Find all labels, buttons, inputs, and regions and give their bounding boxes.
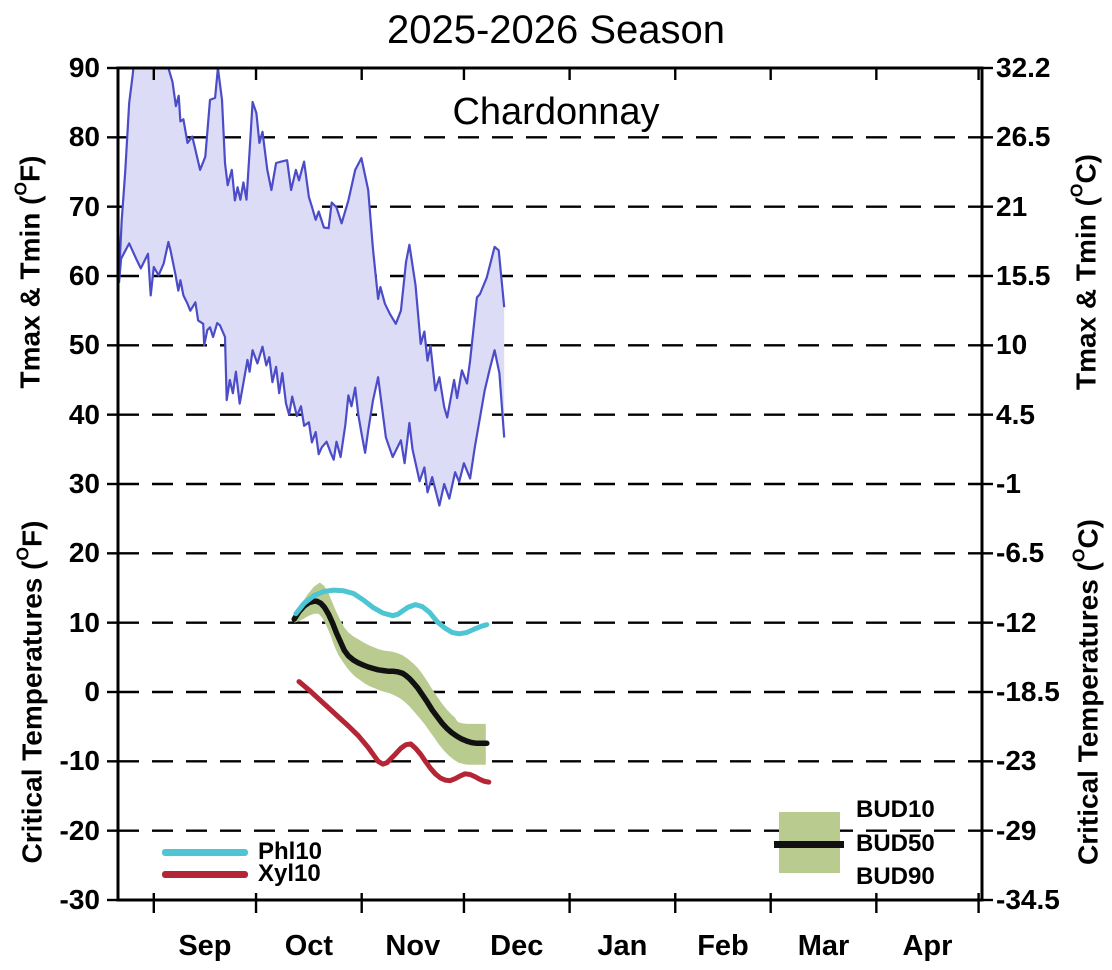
y-tick-label-f-40: 40 (68, 398, 100, 430)
chart-title: 2025-2026 Season (386, 8, 726, 52)
y-tick-label-c-32.2: 32.2 (996, 52, 1051, 83)
y-tick-label-c--34.5: -34.5 (996, 884, 1060, 915)
right-axis-title-critical-temps-c: Critical Temperatures (OC) (1068, 519, 1104, 865)
y-tick-label-f-20: 20 (68, 537, 100, 569)
variety-subtitle: Chardonnay (452, 91, 660, 133)
bud50-legend-label: BUD50 (856, 830, 935, 857)
month-label-feb: Feb (697, 930, 749, 962)
right-axis-title-tmax-tmin-c: Tmax & Tmin (OC) (1066, 154, 1102, 390)
y-tick-label-f--20: -20 (59, 814, 100, 846)
y-tick-label-c-15.5: 15.5 (996, 260, 1051, 291)
bud50-line (291, 598, 490, 747)
y-tick-label-f--10: -10 (59, 745, 100, 777)
phl10-legend-line (162, 849, 248, 856)
y-tick-label-c--18.5: -18.5 (996, 676, 1060, 707)
phl10-legend-label: Phl10 (258, 838, 323, 865)
month-label-oct: Oct (284, 930, 334, 962)
month-label-sep: Sep (178, 930, 232, 962)
xyl10-legend-label: Xyl10 (258, 860, 321, 887)
y-tick-label-c--1: -1 (996, 468, 1021, 499)
y-tick-label-c-26.5: 26.5 (996, 121, 1051, 153)
y-tick-label-c--12: -12 (996, 606, 1037, 638)
y-tick-label-f-10: 10 (68, 606, 100, 638)
month-label-nov: Nov (385, 930, 441, 962)
y-tick-label-f-90: 90 (68, 52, 100, 83)
bud50-legend-line (774, 841, 844, 848)
y-tick-label-f--30: -30 (59, 884, 100, 915)
bud10-legend-label: BUD10 (856, 796, 935, 823)
month-label-jan: Jan (597, 930, 648, 962)
month-label-mar: Mar (797, 930, 850, 962)
tmin-line (118, 240, 506, 507)
xyl10-line (296, 679, 492, 785)
y-tick-label-f-80: 80 (68, 121, 100, 153)
y-tick-label-f-0: 0 (84, 676, 100, 707)
tmax-line (118, 68, 506, 419)
plot-series (118, 68, 506, 785)
bud90-legend-label: BUD90 (856, 863, 935, 890)
y-tick-label-f-50: 50 (68, 329, 100, 361)
y-tick-label-f-60: 60 (68, 260, 100, 291)
tmax-tmin-band (119, 68, 505, 506)
month-label-dec: Dec (490, 930, 544, 962)
y-tick-label-c--6.5: -6.5 (996, 537, 1045, 569)
y-tick-label-c--23: -23 (996, 745, 1037, 777)
y-tick-label-c-21: 21 (996, 190, 1028, 222)
y-tick-label-f-30: 30 (68, 468, 100, 499)
y-tick-label-f-70: 70 (68, 190, 100, 222)
y-tick-label-c--29: -29 (996, 814, 1037, 846)
phl10-line (293, 587, 490, 637)
y-tick-label-c-4.5: 4.5 (996, 398, 1035, 430)
xyl10-legend-line (162, 871, 248, 878)
month-label-apr: Apr (902, 930, 953, 962)
y-tick-label-c-10: 10 (996, 329, 1028, 361)
